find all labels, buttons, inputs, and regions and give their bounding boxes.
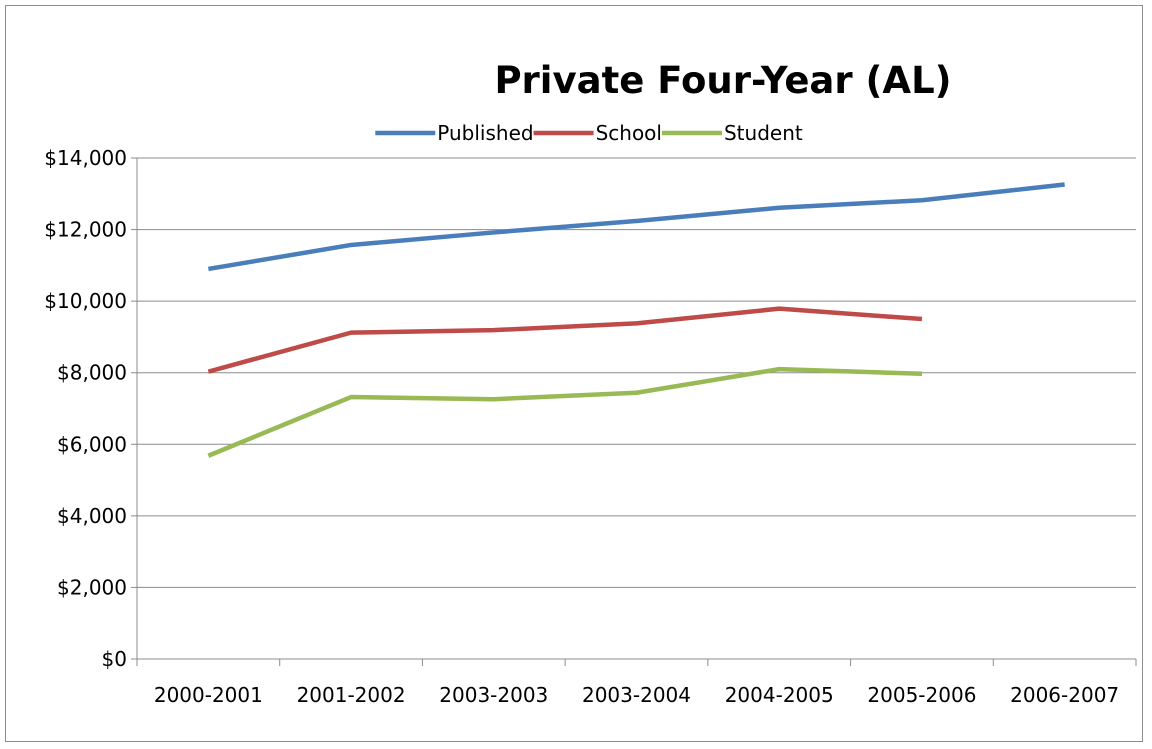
chart-title: Private Four-Year (AL) bbox=[494, 59, 951, 102]
x-tick-label: 2004-2005 bbox=[725, 683, 834, 707]
series-line-published bbox=[207, 182, 1065, 272]
y-tick-label: $0 bbox=[102, 647, 127, 671]
chart-frame: Private Four-Year (AL) Published School St… bbox=[5, 5, 1143, 742]
legend-label: School bbox=[596, 121, 662, 145]
x-tick-label: 2003-2004 bbox=[582, 683, 691, 707]
x-tick-label: 2005-2006 bbox=[867, 683, 976, 707]
line-chart: Private Four-Year (AL) Published School St… bbox=[44, 59, 1137, 707]
y-tick-label: $8,000 bbox=[57, 361, 127, 385]
x-tick-label: 2003-2003 bbox=[439, 683, 548, 707]
legend-item-school: School bbox=[533, 121, 662, 145]
series-line-school bbox=[207, 306, 923, 374]
legend-item-student: Student bbox=[661, 121, 803, 145]
y-tick-label: $2,000 bbox=[57, 575, 127, 599]
legend-label: Student bbox=[724, 121, 803, 145]
legend-label: Published bbox=[437, 121, 533, 145]
x-axis: 2000-2001 2001-2002 2003-2003 2003-2004 2004… bbox=[136, 658, 1137, 707]
y-tick-label: $10,000 bbox=[44, 289, 127, 313]
x-tick-label: 2001-2002 bbox=[297, 683, 406, 707]
series-line-student bbox=[207, 366, 923, 458]
y-tick-label: $6,000 bbox=[57, 432, 127, 456]
legend: Published School Student bbox=[375, 121, 803, 145]
x-tick-label: 2006-2007 bbox=[1010, 683, 1119, 707]
y-tick-label: $12,000 bbox=[44, 218, 127, 242]
series-lines bbox=[207, 182, 1065, 458]
legend-item-published: Published bbox=[375, 121, 534, 145]
y-axis: $0 $2,000 $4,000 $6,000 $8,000 $10,000 $12,000… bbox=[44, 146, 138, 671]
y-tick-label: $4,000 bbox=[57, 504, 127, 528]
gridlines bbox=[137, 157, 1136, 588]
x-tick-label: 2000-2001 bbox=[154, 683, 263, 707]
y-tick-label: $14,000 bbox=[44, 146, 127, 170]
